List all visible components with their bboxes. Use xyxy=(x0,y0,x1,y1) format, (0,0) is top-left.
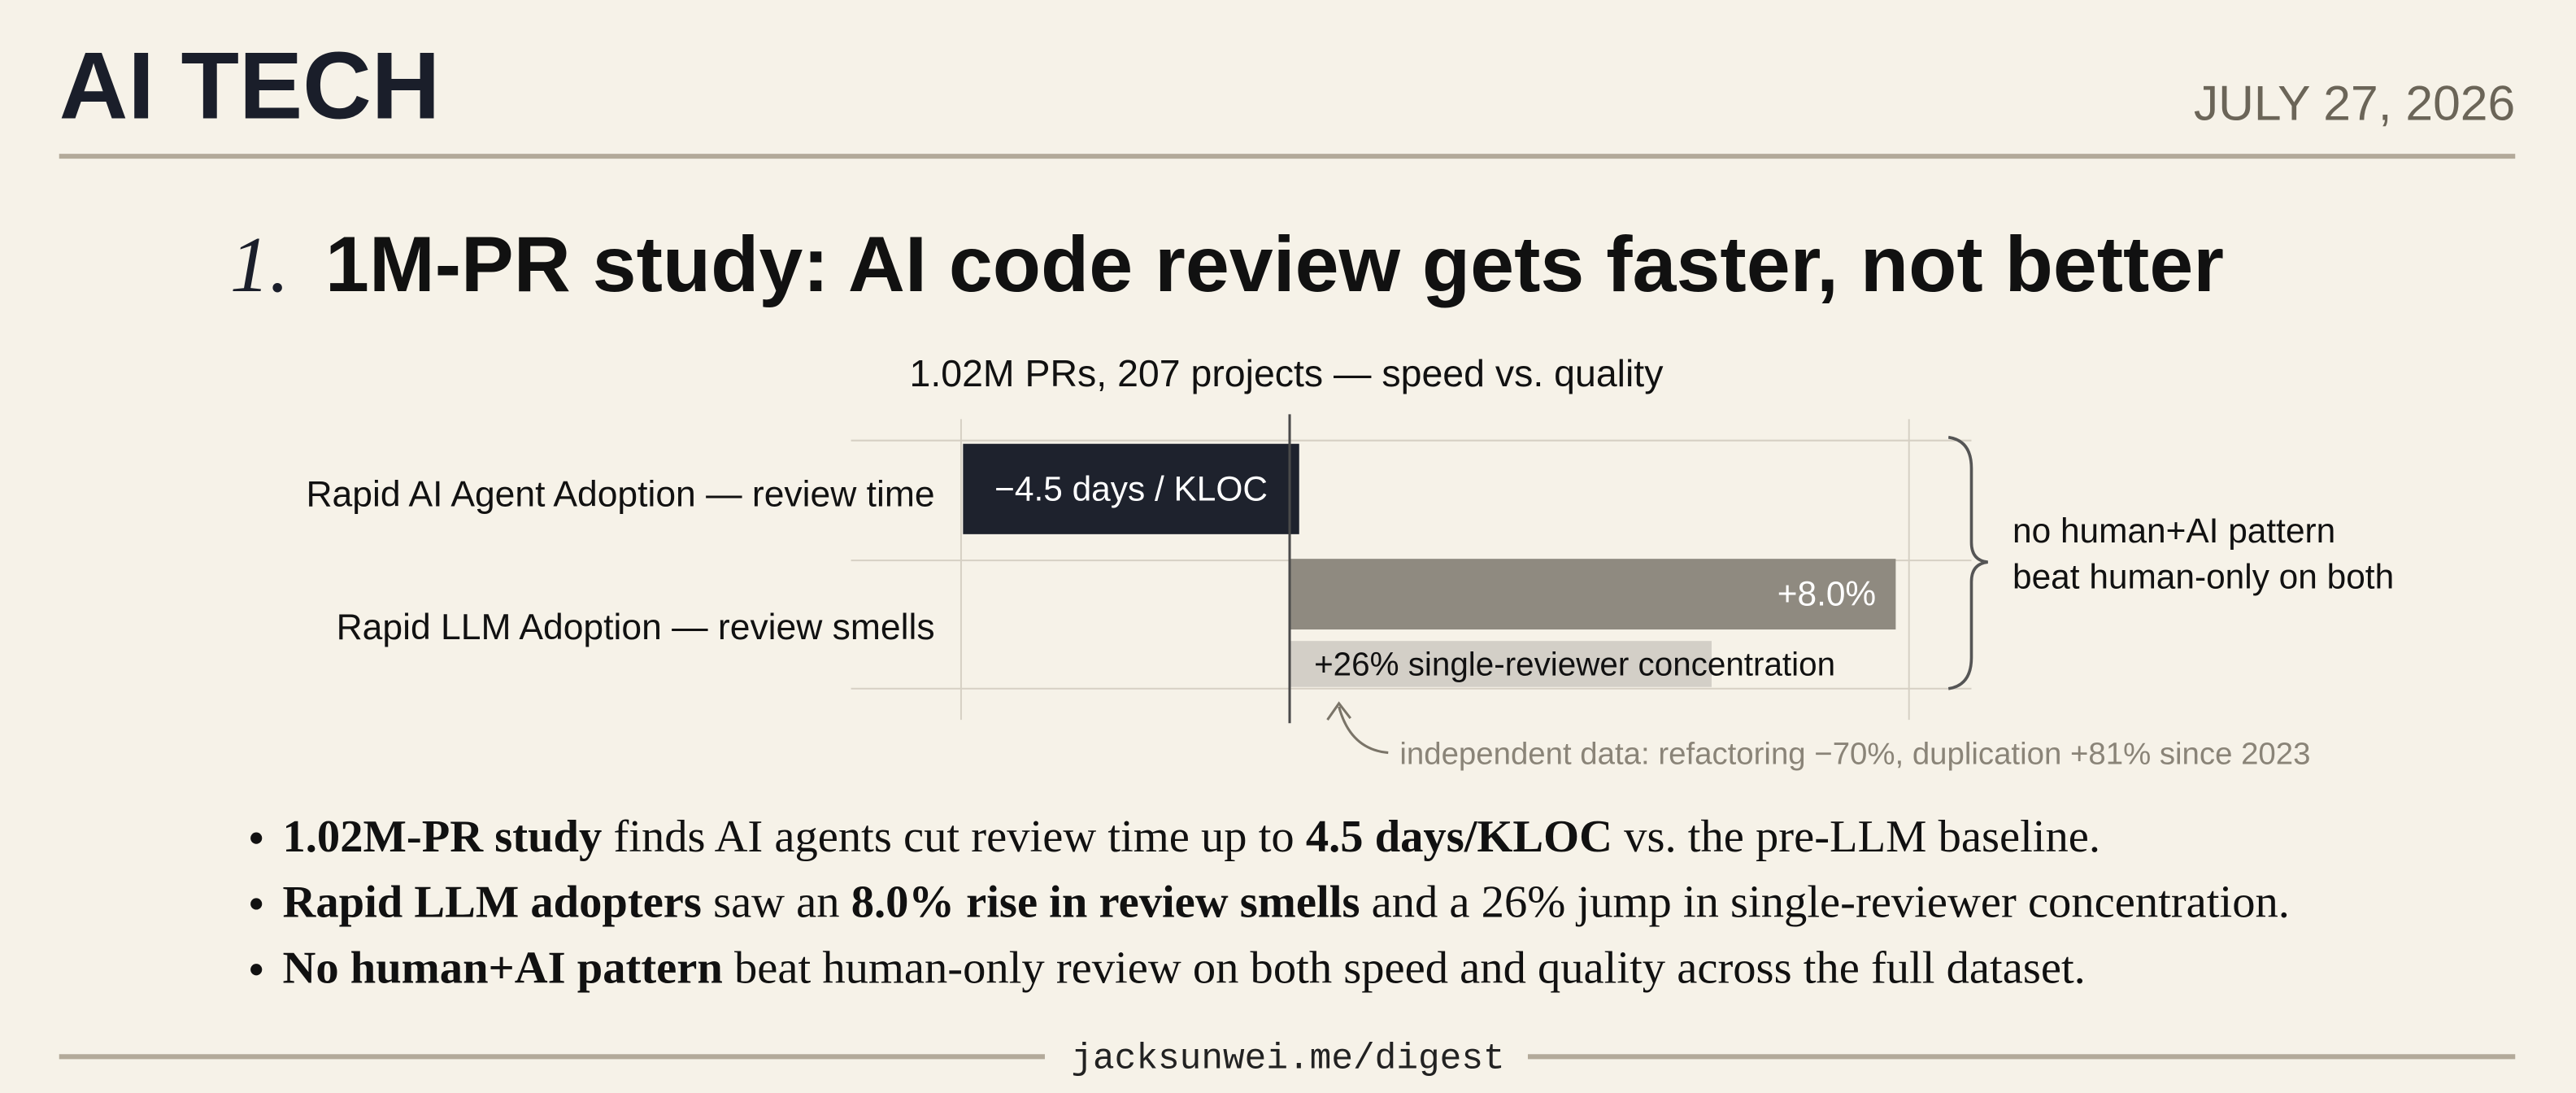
date: JULY 27, 2026 xyxy=(2194,76,2515,131)
category-label: Rapid AI Agent Adoption — review time xyxy=(306,475,934,515)
bullet-dot xyxy=(250,898,263,910)
brace xyxy=(1947,435,1988,690)
headline-title: 1M-PR study: AI code review gets faster,… xyxy=(325,220,2224,308)
bullet-segment: Rapid LLM adopters xyxy=(283,877,702,928)
chart-title: 1.02M PRs, 207 projects — speed vs. qual… xyxy=(910,352,1664,394)
bars: −4.5 days / KLOC +8.0% +26% single-reviewe… xyxy=(963,443,1896,687)
bullet-segment: 8.0% rise in review smells xyxy=(851,877,1360,928)
value-label: +8.0% xyxy=(1778,575,1876,613)
bullet-segment: finds AI agents cut review time up to xyxy=(602,812,1306,862)
bullet-dot xyxy=(250,964,263,976)
bullet-text: 1.02M-PR study finds AI agents cut revie… xyxy=(283,812,2101,862)
bullet-segment: vs. the pre-LLM baseline. xyxy=(1612,812,2100,862)
bullet-dot xyxy=(250,832,263,844)
category-label: Rapid LLM Adoption — review smells xyxy=(337,607,935,647)
bullet-segment: No human+AI pattern xyxy=(283,943,723,993)
bullet-segment: saw an xyxy=(702,877,851,928)
annotation: no human+AI pattern xyxy=(2012,512,2335,550)
value-label: +26% single-reviewer concentration xyxy=(1314,646,1835,683)
bullet-segment: and a 26% jump in single-reviewer concen… xyxy=(1360,877,2289,928)
brand: AI TECH xyxy=(59,33,441,139)
note: independent data: refactoring −70%, dupl… xyxy=(1399,737,2310,772)
note-arrow xyxy=(1326,701,1389,755)
bar xyxy=(1290,559,1896,630)
bullet-segment: 1.02M-PR study xyxy=(283,812,603,862)
bullet-list: 1.02M-PR study finds AI agents cut revie… xyxy=(250,812,2290,993)
bullet-segment: 4.5 days/KLOC xyxy=(1306,812,1612,862)
headline-number: 1. xyxy=(230,221,289,308)
bar xyxy=(1289,641,1712,687)
bullet-text: No human+AI pattern beat human-only revi… xyxy=(283,943,2086,993)
bar xyxy=(963,443,1299,534)
value-label: −4.5 days / KLOC xyxy=(994,469,1268,507)
footer: jacksunwei.me/digest xyxy=(1071,1039,1504,1079)
annotation: beat human-only on both xyxy=(2012,558,2394,596)
bullet-text: Rapid LLM adopters saw an 8.0% rise in r… xyxy=(283,877,2290,928)
bullet-segment: beat human-only review on both speed and… xyxy=(723,943,2086,993)
